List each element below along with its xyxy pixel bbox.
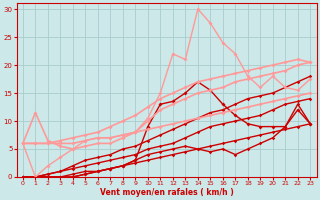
X-axis label: Vent moyen/en rafales ( km/h ): Vent moyen/en rafales ( km/h ) [100, 188, 234, 197]
